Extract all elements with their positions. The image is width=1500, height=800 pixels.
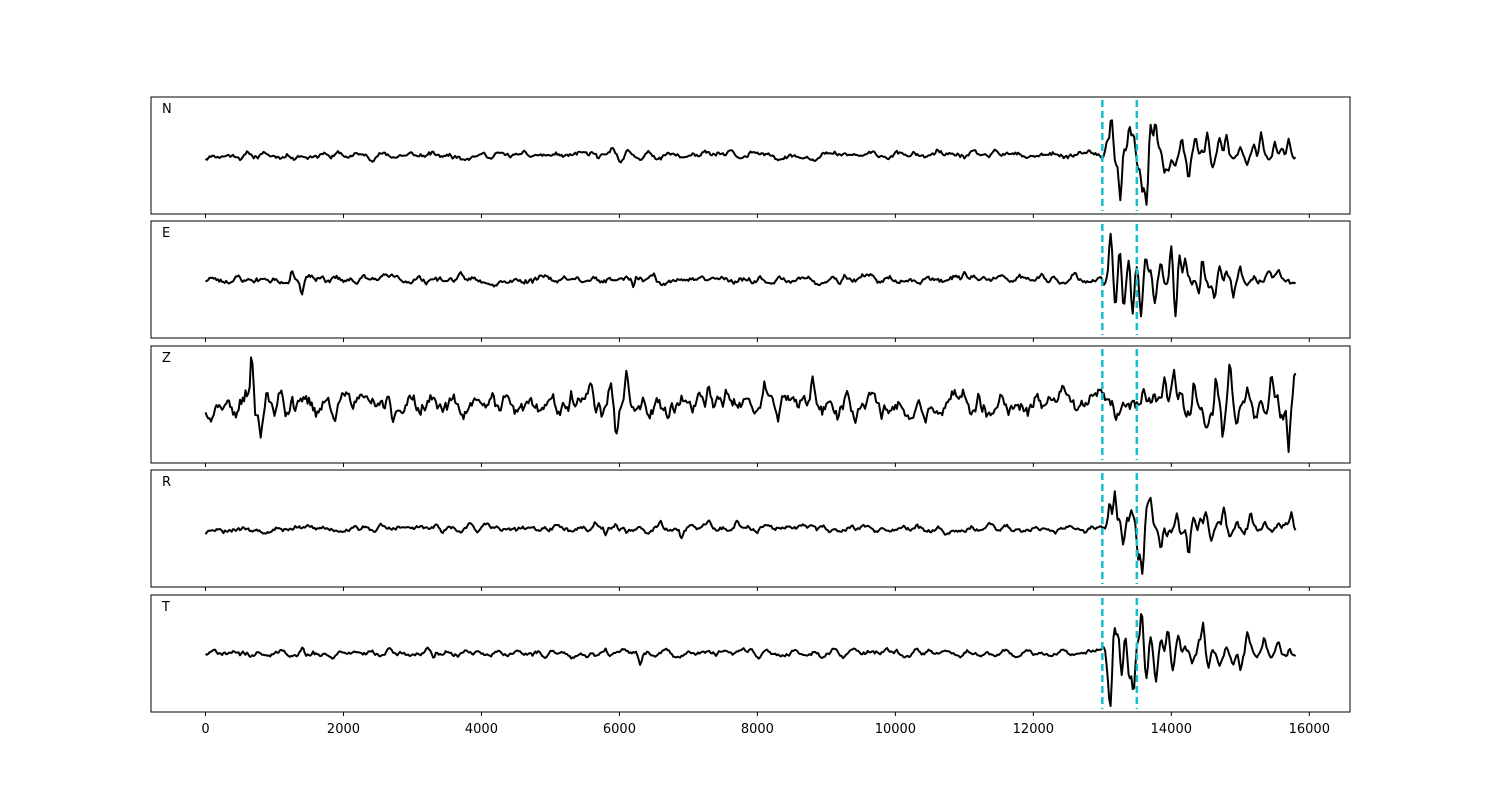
trace-z [204, 356, 1297, 453]
panel-n: N [150, 96, 1351, 218]
x-axis: 0 2000 4000 6000 8000 10000 12000 14000 16000 [201, 722, 1330, 737]
x-tick-label: 0 [201, 722, 209, 737]
trace-t [205, 613, 1297, 707]
trace-e [205, 232, 1297, 318]
x-tick-label: 12000 [1013, 722, 1054, 737]
panel-t: T [150, 594, 1351, 716]
panel-frame [150, 594, 1351, 713]
trace-n [204, 119, 1297, 206]
x-tick-label: 10000 [875, 722, 916, 737]
panel-frame [150, 469, 1351, 588]
x-tick-label: 4000 [465, 722, 498, 737]
panel-e: E [150, 220, 1351, 342]
x-tick-label: 14000 [1151, 722, 1192, 737]
panel-frame [150, 220, 1351, 339]
x-tick-label: 2000 [327, 722, 360, 737]
panel-frame [150, 96, 1351, 215]
panel-label: N [162, 102, 172, 117]
x-tick-label: 6000 [603, 722, 636, 737]
panel-r: R [150, 469, 1351, 591]
panel-frame [150, 345, 1351, 464]
x-tick-label: 16000 [1289, 722, 1330, 737]
panel-label: R [162, 475, 171, 490]
panel-label: T [161, 600, 170, 615]
panel-label: E [162, 226, 170, 241]
trace-r [204, 490, 1297, 575]
panel-z: Z [150, 345, 1351, 467]
x-tick-label: 8000 [741, 722, 774, 737]
panel-label: Z [162, 351, 171, 366]
panels: N E Z R T [150, 96, 1351, 716]
